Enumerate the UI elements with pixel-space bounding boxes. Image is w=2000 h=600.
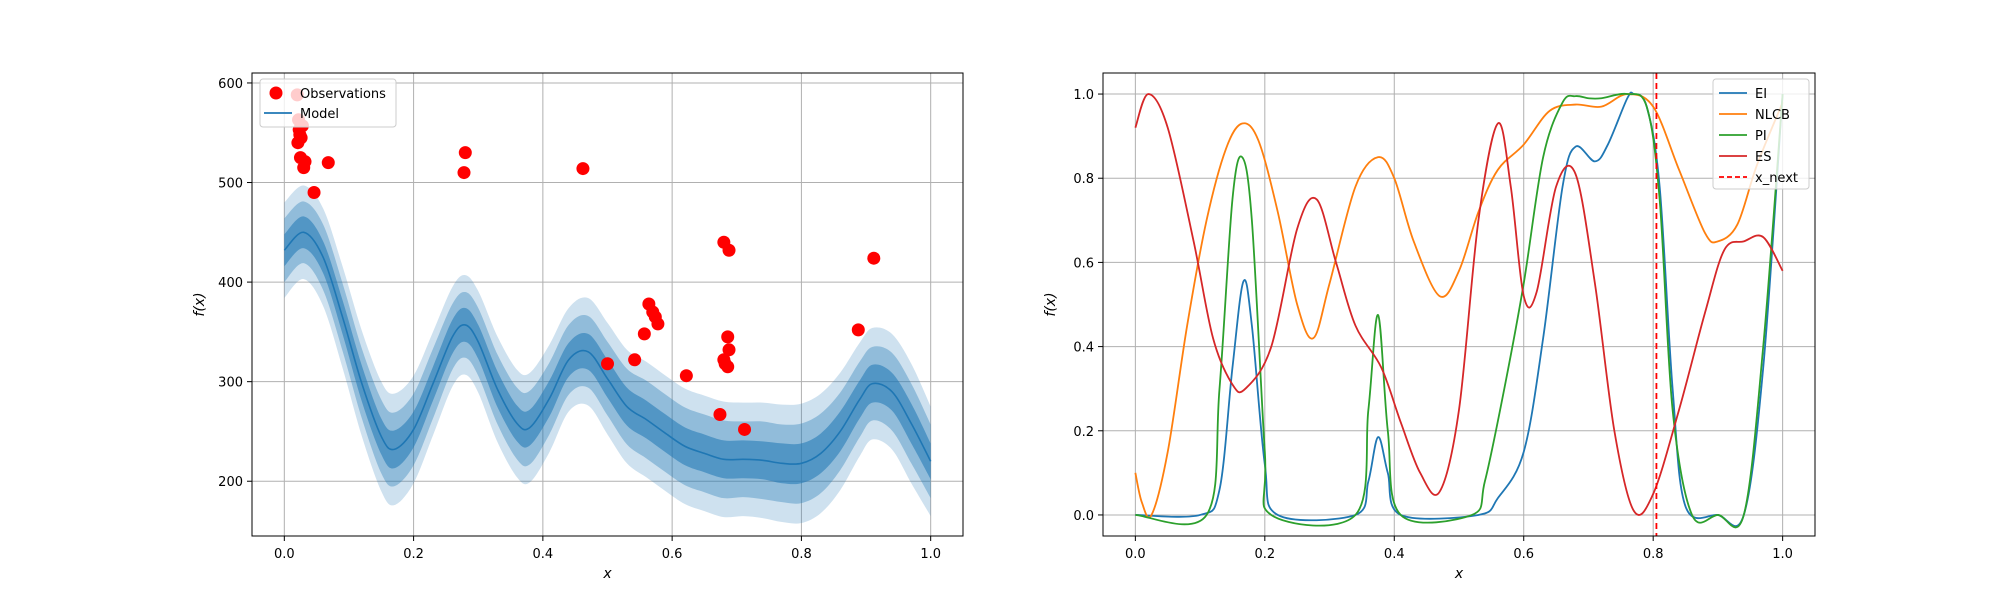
- observation-point: [458, 146, 472, 160]
- x-tick-label: 0.8: [1643, 547, 1664, 562]
- x-tick-label: 0.0: [274, 547, 295, 562]
- legend-marker-observations: [269, 86, 283, 100]
- confidence-band: [284, 185, 931, 524]
- observation-point: [601, 357, 614, 371]
- x-tick-label: 0.4: [1384, 547, 1405, 562]
- y-tick-label: 0.0: [1073, 509, 1094, 524]
- observations-points: [290, 88, 881, 436]
- x-tick-label: 0.6: [1513, 547, 1534, 562]
- y-tick-label: 0.4: [1073, 341, 1094, 356]
- x-tick-label: 0.0: [1125, 547, 1146, 562]
- observation-point: [679, 369, 693, 383]
- series-line-es: [1134, 93, 1784, 516]
- acquisition-y-axis-label: f(x): [1043, 292, 1059, 316]
- x-tick-label: 1.0: [1772, 547, 1793, 562]
- legend-label: EI: [1755, 87, 1767, 102]
- y-tick-label: 500: [218, 177, 243, 192]
- observation-point: [628, 353, 642, 367]
- model-y-ticks: 200 300 400 500 600: [218, 77, 252, 490]
- model-mean: [283, 231, 932, 465]
- legend-box: [259, 78, 397, 128]
- series-line-nlcb: [1134, 93, 1784, 519]
- observation-point: [651, 317, 665, 331]
- observation-point: [851, 323, 865, 337]
- legend-label: x_next: [1755, 171, 1798, 186]
- observation-point: [713, 408, 727, 422]
- x-tick-label: 1.0: [920, 547, 941, 562]
- axes-frame: [251, 72, 964, 537]
- x-tick-label: 0.8: [791, 547, 812, 562]
- y-tick-label: 300: [218, 376, 243, 391]
- observation-point: [722, 343, 736, 357]
- observation-point: [321, 156, 335, 170]
- model-x-ticks: 0.0 0.2 0.4 0.6 0.8 1.0: [274, 536, 941, 562]
- y-tick-label: 0.6: [1073, 256, 1094, 271]
- observation-point: [457, 166, 471, 180]
- legend-box: [1712, 78, 1810, 190]
- y-tick-label: 1.0: [1073, 88, 1094, 103]
- model-panel: 0.0 0.2 0.4 0.6 0.8 1.0 200 300 400 500 600 x f(x…: [192, 72, 964, 582]
- legend-label: Observations: [300, 87, 386, 102]
- model-mean-line: [283, 231, 932, 465]
- legend-label: ES: [1755, 150, 1771, 165]
- acquisition-y-ticks: 0.0 0.2 0.4 0.6 0.8 1.0: [1073, 88, 1103, 524]
- model-axes-frame: [251, 72, 964, 537]
- legend-label: NLCB: [1755, 108, 1790, 123]
- y-tick-label: 0.2: [1073, 425, 1094, 440]
- x-tick-label: 0.2: [403, 547, 424, 562]
- x-tick-label: 0.4: [533, 547, 554, 562]
- acquisition-panel: 0.0 0.2 0.4 0.6 0.8 1.0 0.00.20.40.60.81.0 x …: [1043, 72, 1816, 582]
- y-tick-label: 200: [218, 475, 243, 490]
- observation-point: [717, 235, 731, 249]
- y-tick-label: 400: [218, 276, 243, 291]
- legend-label: PI: [1755, 129, 1767, 144]
- acquisition-legend: EI NLCB PI ES x_next: [1712, 78, 1810, 190]
- observation-point: [297, 161, 311, 175]
- acquisition-x-ticks: 0.0 0.2 0.4 0.6 0.8 1.0: [1125, 536, 1793, 562]
- model-confidence-bands: [284, 185, 931, 524]
- x-tick-label: 0.2: [1254, 547, 1275, 562]
- acquisition-axes-frame: [1102, 72, 1816, 537]
- observation-point: [293, 151, 307, 165]
- axes-frame: [1102, 72, 1816, 537]
- y-tick-label: 0.8: [1073, 172, 1094, 187]
- observation-point: [738, 422, 752, 436]
- x-tick-label: 0.6: [662, 547, 683, 562]
- legend-label: Model: [300, 107, 339, 122]
- observation-point: [576, 162, 590, 176]
- confidence-band: [284, 201, 931, 504]
- observation-point: [307, 185, 321, 199]
- observation-point: [721, 330, 735, 344]
- model-x-axis-label: x: [602, 566, 612, 582]
- series-line-pi: [1135, 92, 1784, 529]
- y-tick-label: 600: [218, 77, 243, 92]
- model-legend: Observations Model: [259, 78, 397, 128]
- model-y-axis-label: f(x): [192, 292, 208, 316]
- acquisition-series-lines: [1134, 73, 1784, 536]
- series-line-ei: [1135, 91, 1784, 527]
- model-grid: [252, 73, 963, 536]
- acquisition-x-axis-label: x: [1454, 566, 1464, 582]
- observation-point: [637, 327, 651, 341]
- observation-point: [721, 360, 735, 374]
- observation-point: [867, 251, 881, 265]
